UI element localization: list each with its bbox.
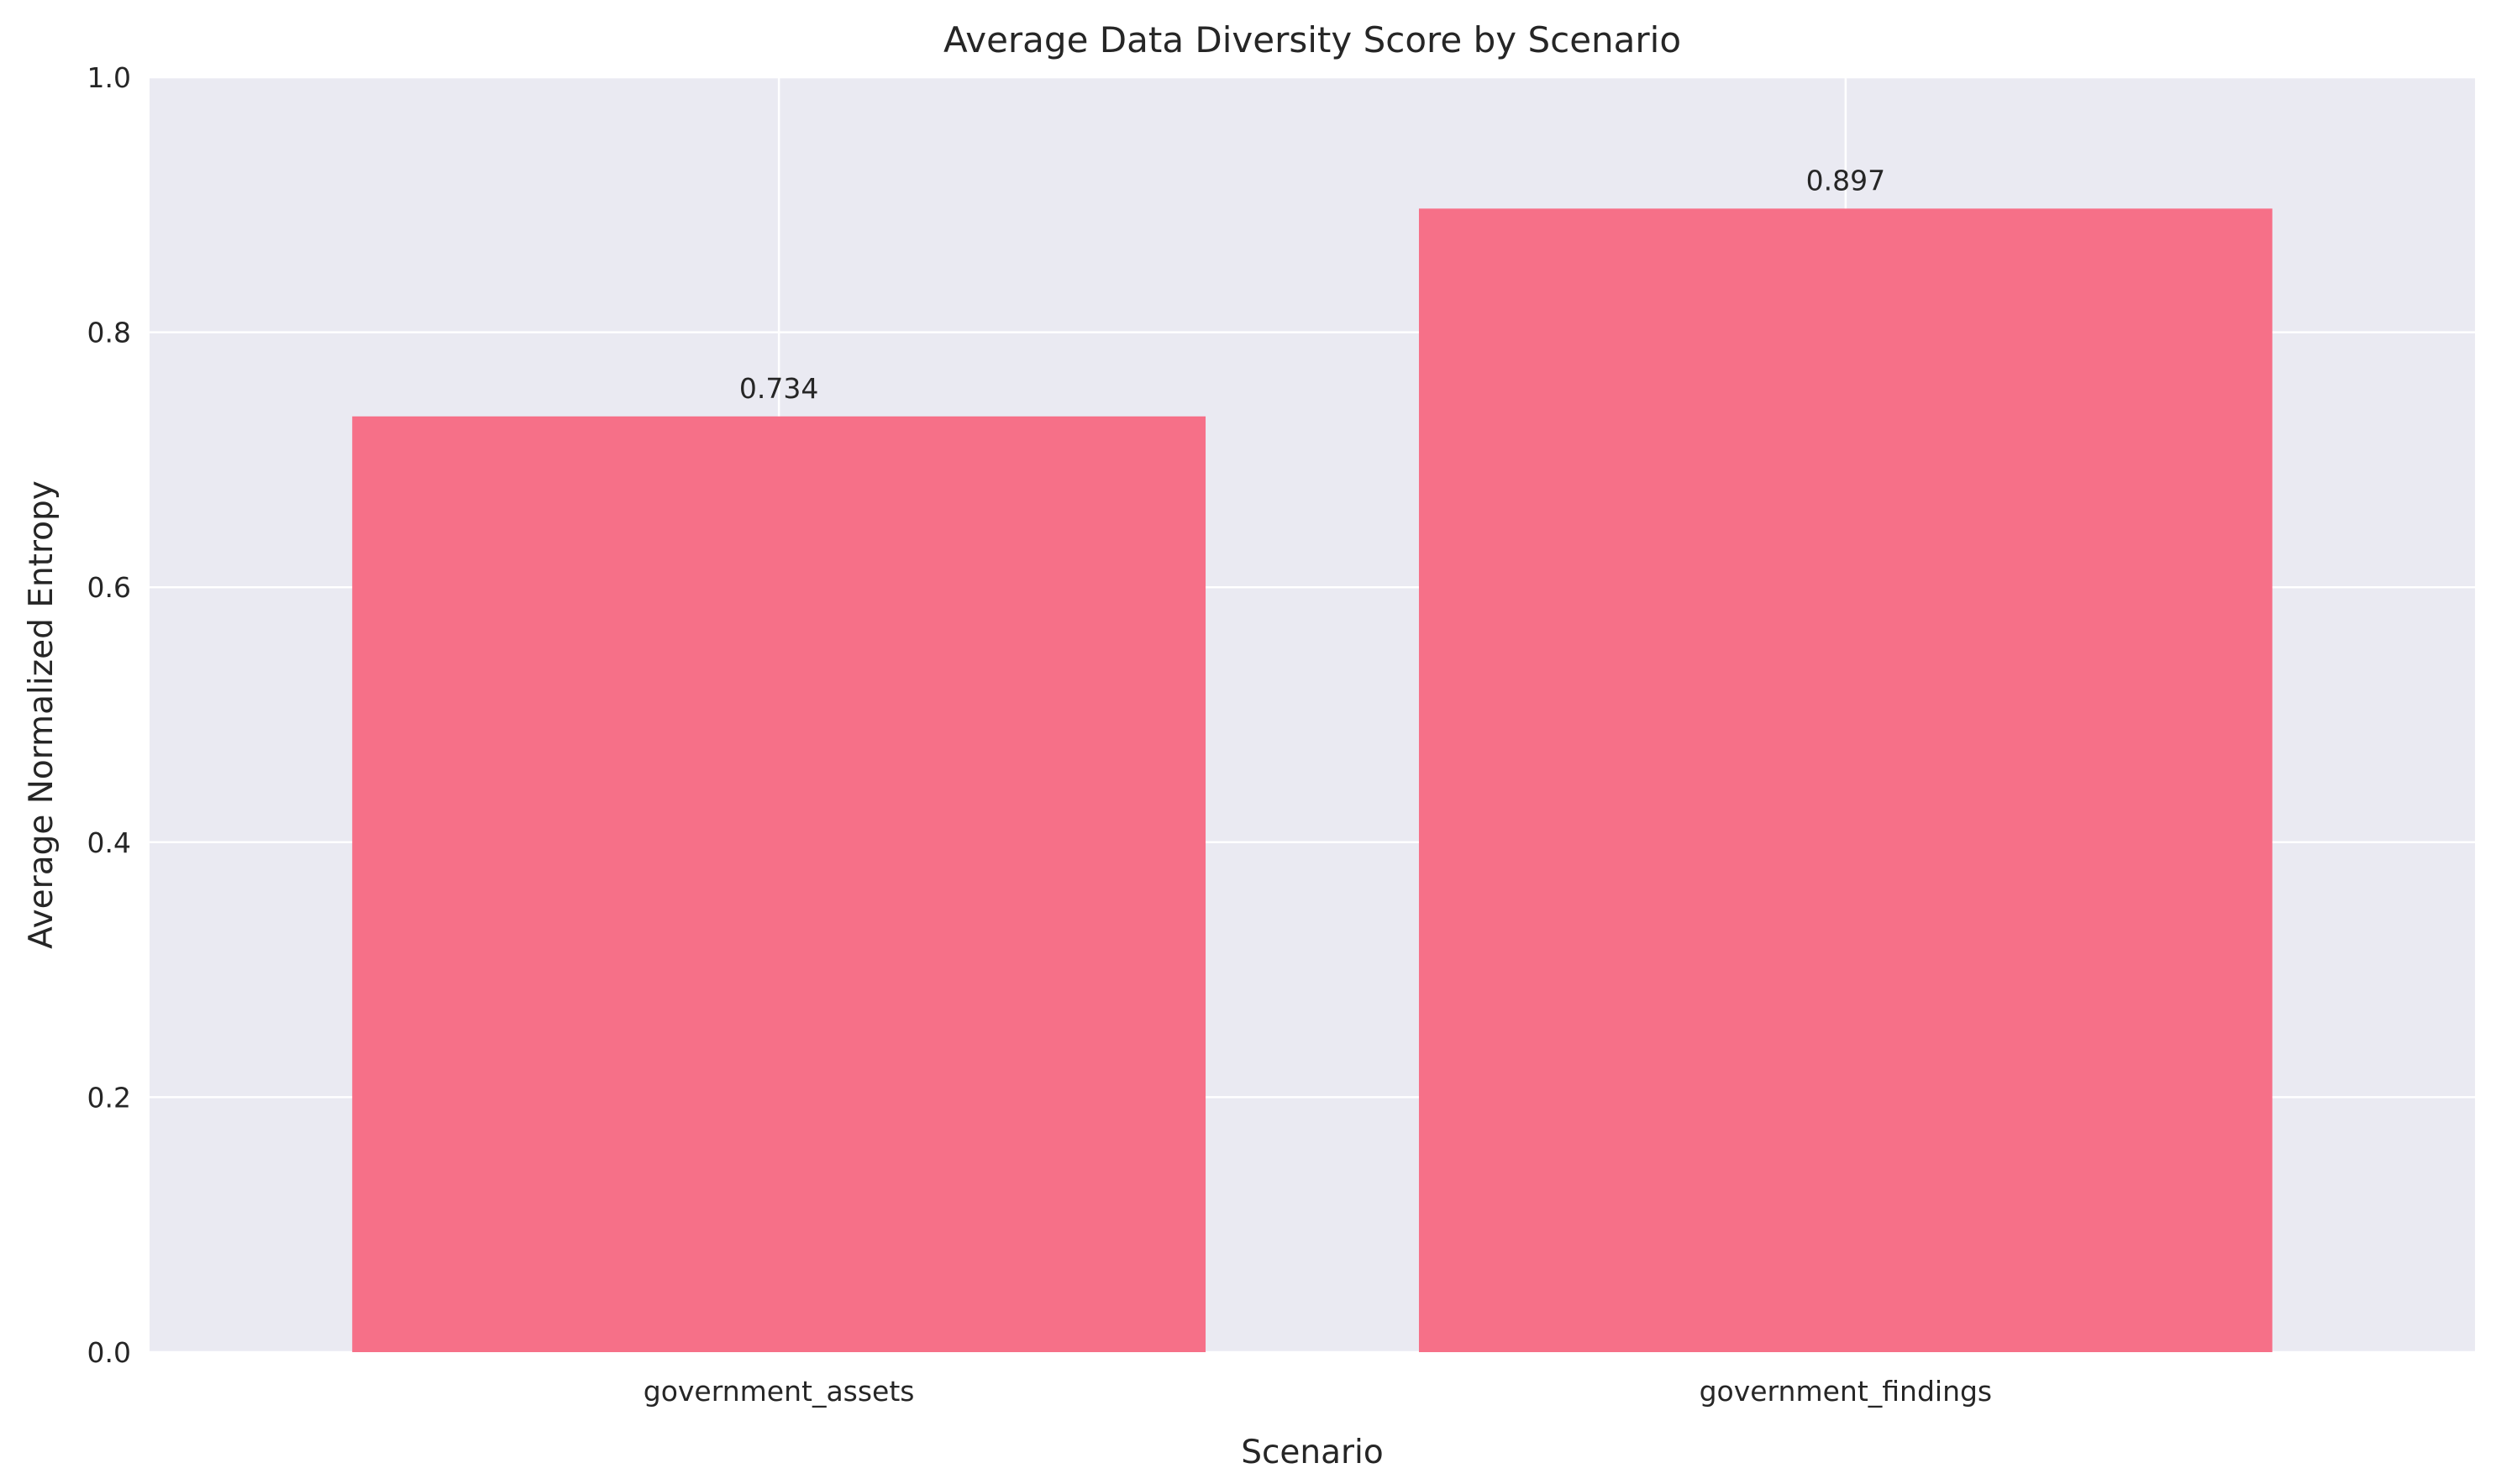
data-labels: 0.734 0.897 <box>739 164 1885 404</box>
data-label-government_findings: 0.897 <box>1806 164 1885 197</box>
bar-government_findings <box>1418 208 2273 1352</box>
x-axis-ticks: government_assets government_findings <box>644 1375 1992 1408</box>
y-tick-label: 0.2 <box>87 1081 131 1114</box>
y-tick-label: 1.0 <box>87 61 131 94</box>
bar-government_assets <box>352 416 1206 1353</box>
x-axis-title: Scenario <box>1241 1434 1384 1471</box>
y-tick-label: 0.0 <box>87 1336 131 1369</box>
bars <box>352 208 2273 1353</box>
x-tick-label: government_findings <box>1700 1375 1993 1408</box>
y-tick-label: 0.6 <box>87 571 131 604</box>
chart-title: Average Data Diversity Score by Scenario <box>943 19 1681 60</box>
y-axis-title: Average Normalized Entropy <box>23 480 60 949</box>
y-axis-ticks: 0.0 0.2 0.4 0.6 0.8 1.0 <box>87 61 131 1369</box>
data-label-government_assets: 0.734 <box>739 372 818 405</box>
y-tick-label: 0.4 <box>87 826 131 859</box>
y-tick-label: 0.8 <box>87 317 131 349</box>
x-tick-label: government_assets <box>644 1375 915 1408</box>
